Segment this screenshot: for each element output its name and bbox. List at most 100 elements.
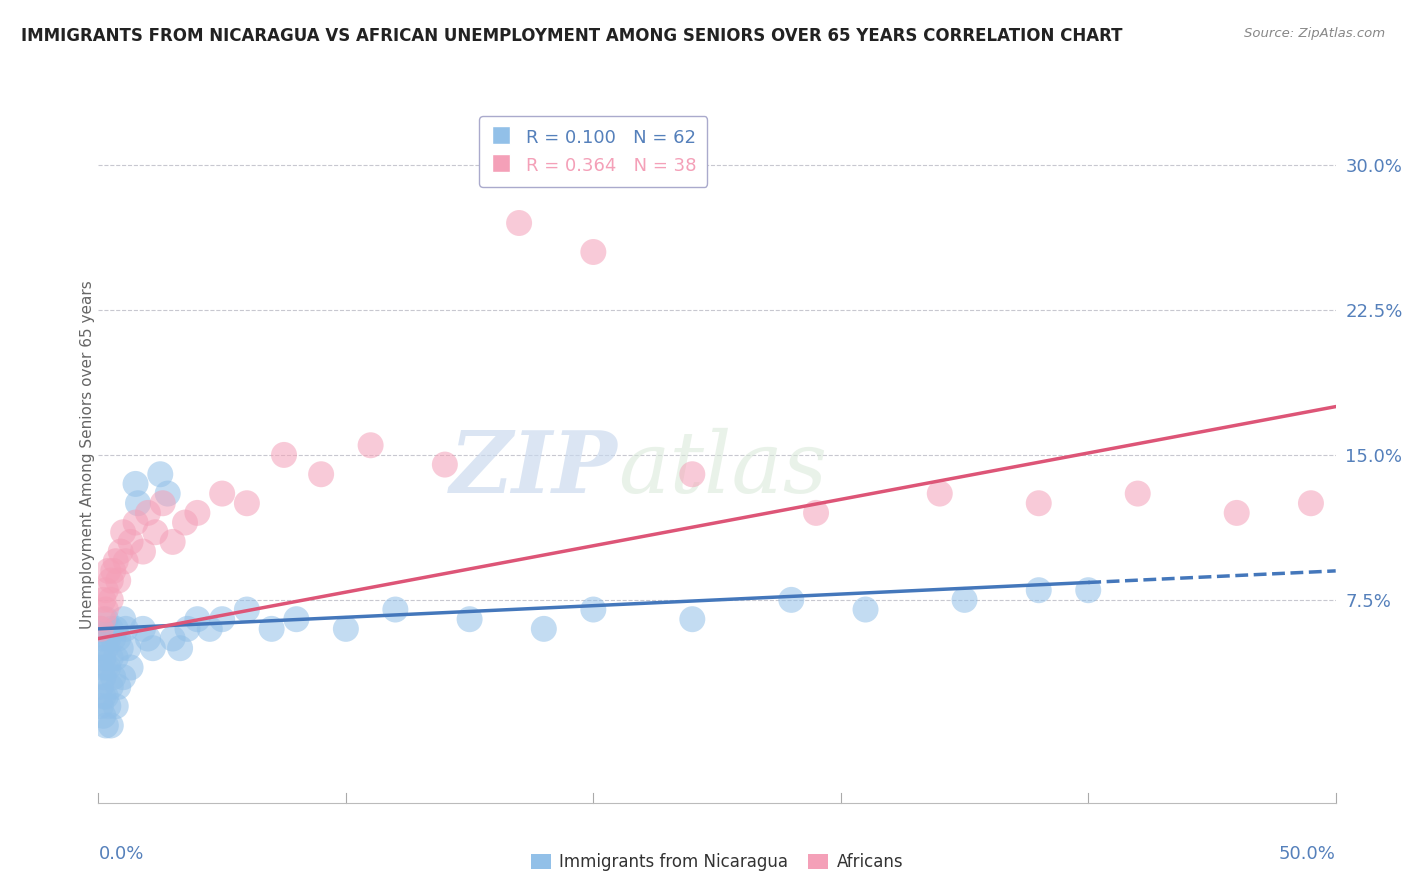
- Point: [186, 506, 208, 520]
- Point: [94, 660, 117, 674]
- Point: [162, 534, 184, 549]
- Point: [117, 641, 139, 656]
- Point: [94, 583, 117, 598]
- Point: [1226, 506, 1249, 520]
- Text: ZIP: ZIP: [450, 427, 619, 510]
- Point: [928, 486, 950, 500]
- Y-axis label: Unemployment Among Seniors over 65 years: Unemployment Among Seniors over 65 years: [80, 281, 94, 629]
- Point: [162, 632, 184, 646]
- Point: [107, 632, 129, 646]
- Point: [855, 602, 877, 616]
- Point: [100, 651, 122, 665]
- Point: [533, 622, 555, 636]
- Point: [152, 496, 174, 510]
- Point: [107, 574, 129, 588]
- Point: [90, 680, 112, 694]
- Point: [94, 641, 117, 656]
- Point: [1028, 583, 1050, 598]
- Point: [198, 622, 221, 636]
- Point: [176, 622, 198, 636]
- Point: [124, 516, 146, 530]
- Point: [1126, 486, 1149, 500]
- Point: [236, 602, 259, 616]
- Point: [104, 622, 127, 636]
- Point: [90, 622, 112, 636]
- Point: [156, 486, 179, 500]
- Point: [94, 602, 117, 616]
- Point: [100, 592, 122, 607]
- Point: [309, 467, 332, 482]
- Point: [1028, 496, 1050, 510]
- Point: [236, 496, 259, 510]
- Point: [780, 592, 803, 607]
- Point: [458, 612, 481, 626]
- Point: [112, 670, 135, 684]
- Point: [103, 670, 125, 684]
- Point: [169, 641, 191, 656]
- Point: [211, 612, 233, 626]
- Point: [100, 622, 122, 636]
- Point: [1299, 496, 1322, 510]
- Point: [211, 486, 233, 500]
- Point: [1077, 583, 1099, 598]
- Point: [93, 651, 115, 665]
- Point: [90, 641, 112, 656]
- Point: [94, 718, 117, 732]
- Point: [335, 622, 357, 636]
- Point: [136, 506, 159, 520]
- Point: [104, 554, 127, 568]
- Point: [149, 467, 172, 482]
- Point: [104, 699, 127, 714]
- Point: [112, 525, 135, 540]
- Point: [804, 506, 827, 520]
- Point: [103, 564, 125, 578]
- Point: [120, 534, 142, 549]
- Point: [681, 612, 703, 626]
- Point: [127, 496, 149, 510]
- Point: [110, 641, 132, 656]
- Point: [508, 216, 530, 230]
- Point: [186, 612, 208, 626]
- Point: [174, 516, 197, 530]
- Point: [582, 244, 605, 259]
- Point: [107, 680, 129, 694]
- Point: [93, 632, 115, 646]
- Point: [273, 448, 295, 462]
- Point: [97, 632, 120, 646]
- Point: [93, 612, 115, 626]
- Point: [384, 602, 406, 616]
- Text: atlas: atlas: [619, 427, 827, 510]
- Point: [94, 690, 117, 704]
- Point: [94, 612, 117, 626]
- Text: IMMIGRANTS FROM NICARAGUA VS AFRICAN UNEMPLOYMENT AMONG SENIORS OVER 65 YEARS CO: IMMIGRANTS FROM NICARAGUA VS AFRICAN UNE…: [21, 27, 1122, 45]
- Text: Source: ZipAtlas.com: Source: ZipAtlas.com: [1244, 27, 1385, 40]
- Point: [142, 641, 165, 656]
- Point: [132, 622, 155, 636]
- Point: [124, 476, 146, 491]
- Point: [93, 690, 115, 704]
- Point: [360, 438, 382, 452]
- Point: [100, 574, 122, 588]
- Point: [93, 708, 115, 723]
- Point: [681, 467, 703, 482]
- Point: [143, 525, 166, 540]
- Point: [90, 660, 112, 674]
- Text: 0.0%: 0.0%: [98, 845, 143, 863]
- Point: [433, 458, 456, 472]
- Point: [97, 660, 120, 674]
- Point: [90, 699, 112, 714]
- Point: [132, 544, 155, 558]
- Point: [112, 612, 135, 626]
- Legend: Immigrants from Nicaragua, Africans: Immigrants from Nicaragua, Africans: [524, 847, 910, 878]
- Text: 50.0%: 50.0%: [1279, 845, 1336, 863]
- Point: [103, 632, 125, 646]
- Point: [953, 592, 976, 607]
- Point: [582, 602, 605, 616]
- Point: [114, 622, 136, 636]
- Point: [104, 651, 127, 665]
- Point: [110, 544, 132, 558]
- Point: [120, 660, 142, 674]
- Point: [100, 680, 122, 694]
- Point: [93, 592, 115, 607]
- Point: [97, 564, 120, 578]
